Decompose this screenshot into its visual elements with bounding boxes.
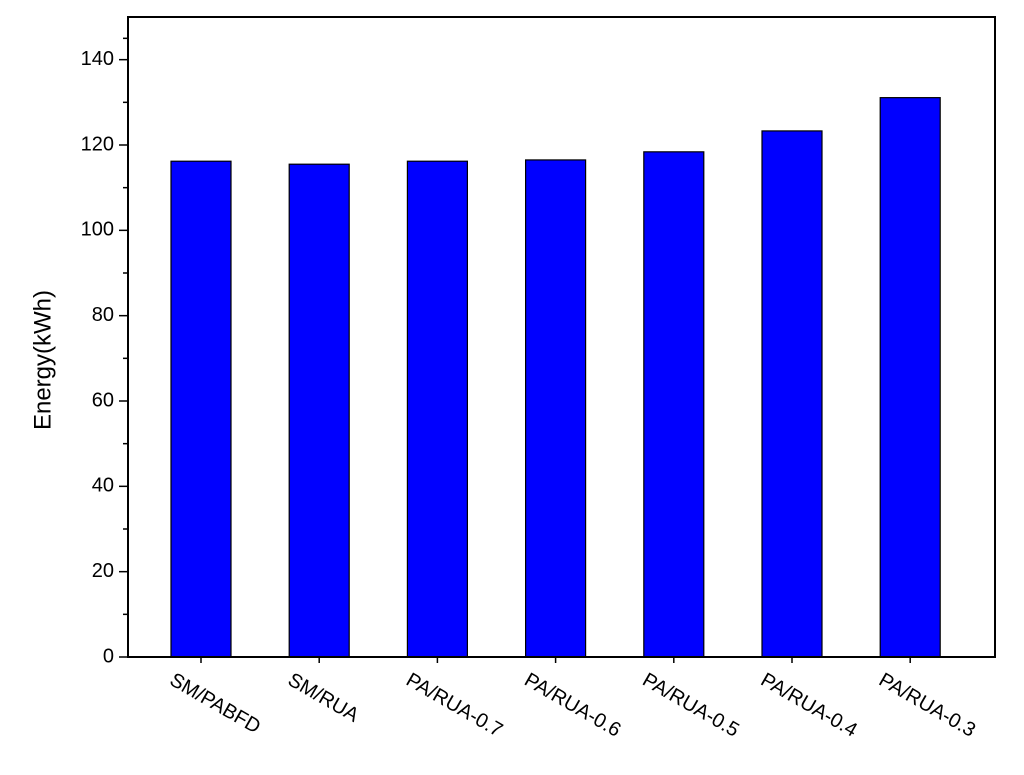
x-tick-label: PA/RUA-0.6 bbox=[520, 669, 624, 742]
bar bbox=[524, 159, 587, 658]
y-tick-label: 60 bbox=[92, 389, 114, 411]
x-tick-label: PA/RUA-0.7 bbox=[402, 669, 506, 742]
x-tick-label: SM/PABFD bbox=[166, 669, 264, 738]
y-axis-label: Energy(kWh) bbox=[29, 290, 56, 430]
bar bbox=[879, 97, 941, 658]
bar bbox=[288, 163, 350, 658]
y-tick-label: 140 bbox=[81, 48, 114, 70]
y-tick-label: 80 bbox=[92, 304, 114, 326]
x-tick-label: PA/RUA-0.5 bbox=[639, 669, 743, 742]
bar bbox=[406, 160, 468, 658]
plot-frame bbox=[127, 16, 996, 658]
bar bbox=[643, 151, 705, 658]
bar bbox=[761, 130, 823, 658]
x-tick-label: PA/RUA-0.4 bbox=[757, 669, 861, 742]
x-tick-label: PA/RUA-0.3 bbox=[875, 669, 979, 742]
x-tick-label: SM/RUA bbox=[284, 669, 363, 727]
y-tick-label: 40 bbox=[92, 475, 114, 497]
bar bbox=[170, 160, 232, 658]
y-tick-label: 100 bbox=[81, 219, 114, 241]
y-tick-label: 0 bbox=[103, 645, 114, 667]
y-tick-label: 120 bbox=[81, 133, 114, 155]
y-tick-label: 20 bbox=[92, 560, 114, 582]
